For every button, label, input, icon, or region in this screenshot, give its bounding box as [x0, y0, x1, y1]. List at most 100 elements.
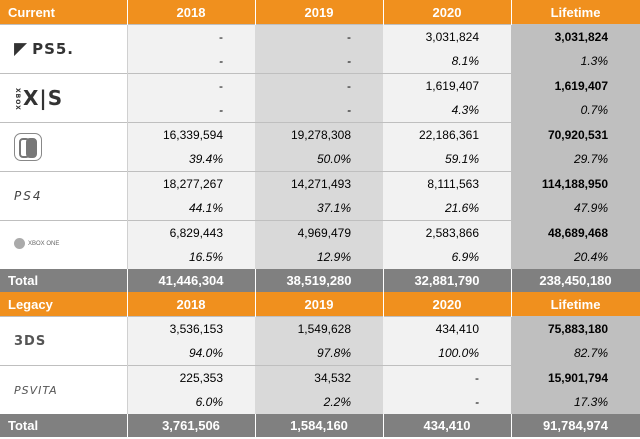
vita-logo: PSVITA [0, 365, 128, 414]
ps4-logo-text: PS4 [14, 189, 43, 203]
3ds-logo-text: 3DS [14, 333, 47, 349]
nintendo-switch-icon [14, 133, 42, 161]
lifetime-units-cell: 3,031,824 [511, 24, 640, 49]
total-label: Total [0, 414, 128, 437]
lifetime-share-cell: 29.7% [511, 147, 640, 172]
share-cell: 21.6% [383, 196, 511, 221]
share-cell: 8.1% [383, 49, 511, 74]
lifetime-units-cell: 1,619,407 [511, 73, 640, 98]
legacy-total-row: Total 3,761,506 1,584,160 434,410 91,784… [0, 414, 640, 437]
lifetime-share-cell: 0.7% [511, 98, 640, 123]
lifetime-units-cell: 75,883,180 [511, 316, 640, 341]
lifetime-units-cell: 15,901,794 [511, 365, 640, 390]
units-cell: - [383, 365, 511, 390]
section-label-legacy: Legacy [0, 292, 128, 317]
share-cell: - [127, 98, 255, 123]
year-header: 2018 [127, 292, 256, 317]
units-cell: 8,111,563 [383, 171, 511, 196]
xbox-one-logo-text: XBOX ONE [28, 240, 60, 247]
table-row-vita-units: PSVITA 225,353 34,532 - 15,901,794 [0, 365, 640, 414]
table-row-3ds-share: 94.0% 97.8% 100.0% 82.7% [0, 341, 640, 366]
units-cell: 19,278,308 [255, 122, 383, 147]
units-cell: 22,186,361 [383, 122, 511, 147]
ps4-logo: PS4 [0, 171, 128, 221]
units-cell: 18,277,267 [127, 171, 255, 196]
year-header-lifetime: Lifetime [511, 292, 640, 317]
units-cell: - [127, 24, 255, 49]
legacy-header-row: Legacy 2018 2019 2020 Lifetime [0, 292, 640, 317]
share-cell: - [255, 49, 383, 74]
table-row-xbox-one-share: 16.5% 12.9% 6.9% 20.4% [0, 245, 640, 269]
ps5-logo-text: PS5. [32, 40, 75, 58]
lifetime-share-cell: 82.7% [511, 341, 640, 366]
units-cell: 3,031,824 [383, 24, 511, 49]
share-cell: 94.0% [127, 341, 255, 366]
units-cell: 1,549,628 [255, 316, 383, 341]
units-cell: 4,969,479 [255, 220, 383, 245]
total-cell: 41,446,304 [127, 269, 256, 292]
share-cell: 59.1% [383, 147, 511, 172]
total-cell: 1,584,160 [255, 414, 384, 437]
share-cell: - [127, 49, 255, 74]
table-row-xbox-one-units: XBOX ONE 6,829,443 4,969,479 2,583,866 4… [0, 220, 640, 269]
total-cell: 38,519,280 [255, 269, 384, 292]
xbox-sphere-icon [14, 238, 25, 249]
units-cell: 2,583,866 [383, 220, 511, 245]
units-cell: 16,339,594 [127, 122, 255, 147]
units-cell: - [255, 73, 383, 98]
year-header: 2020 [383, 0, 512, 25]
year-header: 2020 [383, 292, 512, 317]
3ds-logo: 3DS [0, 316, 128, 366]
share-cell: - [383, 390, 511, 414]
total-cell: 3,761,506 [127, 414, 256, 437]
share-cell: 97.8% [255, 341, 383, 366]
units-cell: 434,410 [383, 316, 511, 341]
share-cell: 6.0% [127, 390, 255, 414]
lifetime-share-cell: 20.4% [511, 245, 640, 269]
lifetime-share-cell: 17.3% [511, 390, 640, 414]
units-cell: - [127, 73, 255, 98]
share-cell: 6.9% [383, 245, 511, 269]
share-cell: 12.9% [255, 245, 383, 269]
total-label: Total [0, 269, 128, 292]
xbox-wordmark-icon: XBOX [14, 87, 21, 111]
table-row-switch-units: 16,339,594 19,278,308 22,186,361 70,920,… [0, 122, 640, 172]
table-row-xbox-series-units: XBOX X|S - - 1,619,407 1,619,407 [0, 73, 640, 123]
table-row-ps5-share: - - 8.1% 1.3% [0, 49, 640, 74]
total-cell-lifetime: 238,450,180 [511, 269, 640, 292]
table-row-ps4-share: 44.1% 37.1% 21.6% 47.9% [0, 196, 640, 221]
year-header: 2019 [255, 0, 384, 25]
share-cell: 50.0% [255, 147, 383, 172]
total-cell-lifetime: 91,784,974 [511, 414, 640, 437]
share-cell: 4.3% [383, 98, 511, 123]
units-cell: 1,619,407 [383, 73, 511, 98]
section-label-current: Current [0, 0, 128, 25]
units-cell: 225,353 [127, 365, 255, 390]
table-row-ps5-units: ◤ PS5. - - 3,031,824 3,031,824 [0, 24, 640, 74]
lifetime-units-cell: 48,689,468 [511, 220, 640, 245]
units-cell: 34,532 [255, 365, 383, 390]
playstation-icon: ◤ [14, 39, 29, 59]
table-row-vita-share: 6.0% 2.2% - 17.3% [0, 390, 640, 414]
lifetime-share-cell: 1.3% [511, 49, 640, 74]
table-row-ps4-units: PS4 18,277,267 14,271,493 8,111,563 114,… [0, 171, 640, 221]
table-row-xbox-series-share: - - 4.3% 0.7% [0, 98, 640, 123]
year-header-lifetime: Lifetime [511, 0, 640, 25]
switch-logo [0, 122, 128, 172]
year-header: 2018 [127, 0, 256, 25]
table-row-switch-share: 39.4% 50.0% 59.1% 29.7% [0, 147, 640, 172]
share-cell: 16.5% [127, 245, 255, 269]
current-total-row: Total 41,446,304 38,519,280 32,881,790 2… [0, 269, 640, 292]
total-cell: 434,410 [383, 414, 512, 437]
ps5-logo: ◤ PS5. [0, 24, 128, 74]
xbox-series-logo: XBOX X|S [0, 73, 128, 123]
lifetime-units-cell: 114,188,950 [511, 171, 640, 196]
table-row-3ds-units: 3DS 3,536,153 1,549,628 434,410 75,883,1… [0, 316, 640, 366]
current-header-row: Current 2018 2019 2020 Lifetime [0, 0, 640, 25]
vita-logo-text: PSVITA [14, 384, 58, 397]
units-cell: 14,271,493 [255, 171, 383, 196]
share-cell: 37.1% [255, 196, 383, 221]
share-cell: 44.1% [127, 196, 255, 221]
units-cell: 6,829,443 [127, 220, 255, 245]
